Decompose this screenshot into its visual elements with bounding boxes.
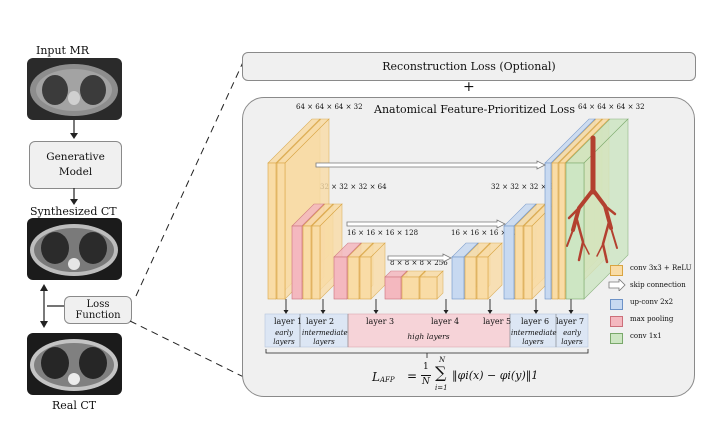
legend-pool-swatch: [610, 316, 623, 327]
formula-lhs-sub: AFP: [380, 376, 395, 384]
real-ct-image: [27, 333, 122, 395]
legend-upconv-swatch: [610, 299, 623, 310]
synthesized-ct-image: [27, 218, 122, 280]
dim-64-right: 64 × 64 × 64 × 32: [578, 103, 645, 111]
loss-function-box: Loss Function: [64, 296, 132, 324]
formula-body: ‖φi(x) − φi(y)‖1: [452, 369, 539, 382]
layer-7-label: layer 7: [556, 317, 585, 326]
loss-function-label: Loss Function: [75, 299, 121, 321]
legend-conv1-label: conv 1x1: [630, 332, 662, 340]
group-early-right: early layers: [561, 329, 583, 346]
formula-sum-bottom: i=1: [435, 384, 448, 392]
generative-model-box: Generative Model: [29, 141, 122, 189]
legend-conv1-swatch: [610, 333, 623, 344]
generative-model-label: Generative Model: [46, 151, 105, 178]
group-intermediate-left: intermediate layers: [302, 329, 348, 346]
double-arrow: [40, 284, 48, 328]
layer-1-arrow-head: [283, 310, 289, 314]
layer-6-label: layer 6: [521, 317, 550, 326]
arrow-to-model: [70, 120, 78, 139]
layer-2-arrow-head: [320, 310, 326, 314]
formula-sum-top: N: [439, 356, 446, 364]
real-ct-label: Real CT: [52, 399, 97, 412]
bottleneck-conv-b: [419, 270, 444, 300]
decoder-conv-3b: [476, 242, 503, 300]
airway-tree-image: [566, 135, 618, 264]
formula-num: 1: [423, 362, 429, 372]
dim-16-left: 16 × 16 × 16 × 128: [347, 229, 419, 237]
bottleneck-conv-a: [401, 270, 426, 300]
layer-2-label: layer 2: [306, 317, 335, 326]
layer-5-label: layer 5: [483, 317, 512, 326]
layer-4-arrow-head: [443, 310, 449, 314]
formula-fraction-bar: [421, 375, 431, 376]
layer-6-arrow-head: [533, 310, 539, 314]
band-early-left: [264, 313, 301, 348]
formula-lhs: L: [372, 370, 380, 384]
skip-arrow-level-2: [346, 219, 506, 229]
formula-den: N: [422, 377, 430, 387]
band-early-right: [555, 313, 589, 348]
dim-8: 8 × 8 × 8 × 256: [390, 259, 448, 267]
arrow-to-synth: [70, 188, 78, 205]
legend: conv 3x3 + ReLU skip connection up-conv …: [606, 262, 692, 346]
group-intermediate-right: intermediate layers: [511, 329, 557, 346]
layer-5-arrow-head: [487, 310, 493, 314]
plus-sign: +: [463, 79, 475, 95]
legend-conv-swatch: [610, 265, 623, 276]
reconstruction-loss-label: Reconstruction Loss (Optional): [382, 60, 556, 73]
legend-upconv-label: up-conv 2x2: [630, 298, 674, 306]
input-mr-image: [27, 58, 122, 120]
formula-eq: =: [407, 369, 418, 383]
afp-loss-title: Anatomical Feature-Prioritized Loss: [374, 103, 575, 116]
connector-to-loss: [47, 305, 65, 307]
input-mr-label: Input MR: [36, 44, 90, 57]
dim-32-right: 32 × 32 × 32 × 64: [491, 183, 558, 191]
legend-pool-label: max pooling: [630, 315, 674, 323]
layer-4-label: layer 4: [431, 317, 460, 326]
dim-32-left: 32 × 32 × 32 × 64: [320, 183, 387, 191]
synthesized-ct-label: Synthesized CT: [30, 205, 117, 218]
dim-16-right: 16 × 16 × 16 × 128: [451, 229, 523, 237]
group-high: high layers: [407, 332, 450, 341]
layer-3-arrow-head: [373, 310, 379, 314]
legend-skip-arrow-icon: [608, 279, 626, 291]
bottom-bracket: [265, 349, 589, 354]
reconstruction-loss-box: Reconstruction Loss (Optional): [242, 52, 696, 81]
layer-1-label: layer 1: [274, 317, 303, 326]
layer-3-label: layer 3: [366, 317, 395, 326]
skip-arrow-level-3: [387, 253, 452, 263]
legend-conv-label: conv 3x3 + ReLU: [630, 264, 692, 272]
group-early-left: early layers: [273, 329, 295, 346]
dim-64-left: 64 × 64 × 64 × 32: [296, 103, 363, 111]
afp-formula: L AFP = 1 N N ∑ i=1 ‖φi(x) − φi(y)‖1: [372, 356, 542, 394]
skip-arrow-level-1: [315, 160, 546, 170]
legend-skip-label: skip connection: [630, 281, 686, 289]
formula-sum-symbol: ∑: [435, 363, 447, 382]
layer-7-arrow-head: [568, 310, 574, 314]
